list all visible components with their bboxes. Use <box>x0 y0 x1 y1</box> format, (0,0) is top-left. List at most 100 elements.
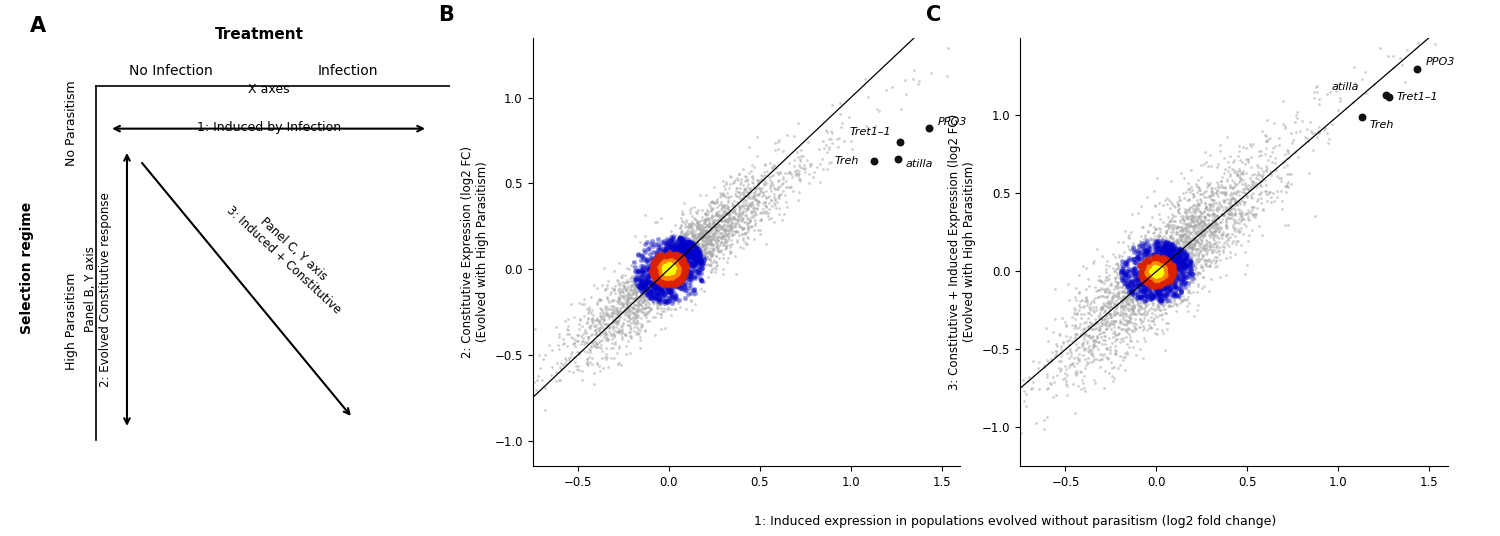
Point <box>1132 269 1156 277</box>
Point <box>1136 281 1160 290</box>
Point <box>646 273 670 281</box>
Point <box>1218 198 1242 207</box>
Point <box>1210 182 1234 191</box>
Point <box>669 260 693 269</box>
Point <box>678 252 702 260</box>
Point <box>717 241 741 249</box>
Point <box>654 263 678 271</box>
Point <box>692 256 715 265</box>
Point <box>1160 256 1184 265</box>
Point <box>1131 286 1155 294</box>
Point <box>1128 262 1152 271</box>
Point <box>658 263 682 272</box>
Point <box>645 273 669 281</box>
Point <box>644 256 668 265</box>
Point <box>1162 245 1186 254</box>
Point <box>684 251 708 259</box>
Point <box>662 261 686 270</box>
Point <box>1122 291 1146 300</box>
Point <box>663 278 687 287</box>
Point <box>1162 258 1186 266</box>
Point <box>1142 281 1166 290</box>
Point <box>642 281 666 290</box>
Point <box>681 247 705 256</box>
Point <box>650 265 674 273</box>
Point <box>693 209 717 218</box>
Point <box>1137 278 1161 287</box>
Point <box>1124 266 1148 275</box>
Point <box>651 259 675 268</box>
Point <box>1116 277 1140 286</box>
Point <box>656 280 680 289</box>
Point <box>672 242 696 251</box>
Point <box>1182 244 1206 253</box>
Point <box>651 280 675 288</box>
Point <box>1140 278 1164 286</box>
Point <box>1158 298 1182 307</box>
Point <box>634 255 658 263</box>
Point <box>1128 261 1152 270</box>
Point <box>1072 302 1096 310</box>
Point <box>1188 269 1212 278</box>
Point <box>1176 221 1200 229</box>
Point <box>1152 285 1176 293</box>
Point <box>642 270 666 279</box>
Point <box>652 288 676 297</box>
Point <box>662 268 686 277</box>
Point <box>1146 273 1170 282</box>
Point <box>1130 262 1154 270</box>
Point <box>606 306 630 314</box>
Point <box>660 254 684 263</box>
Point <box>654 244 678 253</box>
Point <box>1113 270 1137 278</box>
Point <box>682 258 706 266</box>
Point <box>1119 288 1143 296</box>
Point <box>746 152 770 160</box>
Point <box>645 267 669 276</box>
Point <box>1318 88 1342 96</box>
Point <box>1172 256 1196 264</box>
Point <box>1106 260 1130 269</box>
Point <box>660 254 684 263</box>
Point <box>1138 289 1162 297</box>
Point <box>1164 263 1188 271</box>
Point <box>642 260 666 269</box>
Point <box>645 301 669 310</box>
Point <box>1234 222 1258 230</box>
Point <box>1136 292 1160 300</box>
Point <box>658 266 682 275</box>
Point <box>654 265 678 274</box>
Point <box>664 279 688 288</box>
Point <box>670 250 694 258</box>
Point <box>639 283 663 292</box>
Point <box>1164 224 1188 233</box>
Point <box>1155 291 1179 300</box>
Point <box>1076 322 1100 331</box>
Point <box>608 324 631 333</box>
Point <box>1168 275 1192 284</box>
Point <box>622 288 646 296</box>
Point <box>656 270 680 279</box>
Point <box>646 251 670 259</box>
Point <box>1143 266 1167 275</box>
Point <box>1168 254 1192 263</box>
Point <box>1254 144 1278 152</box>
Point <box>1156 251 1180 260</box>
Point <box>1148 286 1172 294</box>
Point <box>1214 222 1237 231</box>
Point <box>664 254 688 262</box>
Point <box>676 250 700 258</box>
Point <box>594 350 618 359</box>
Point <box>1179 254 1203 263</box>
Point <box>742 193 766 202</box>
Point <box>678 251 702 260</box>
Point <box>1130 260 1154 269</box>
Point <box>640 264 664 272</box>
Point <box>634 303 658 311</box>
Point <box>628 283 652 292</box>
Point <box>1146 273 1170 282</box>
Point <box>656 277 680 286</box>
Point <box>1161 260 1185 269</box>
Point <box>658 274 682 283</box>
Point <box>1095 288 1119 296</box>
